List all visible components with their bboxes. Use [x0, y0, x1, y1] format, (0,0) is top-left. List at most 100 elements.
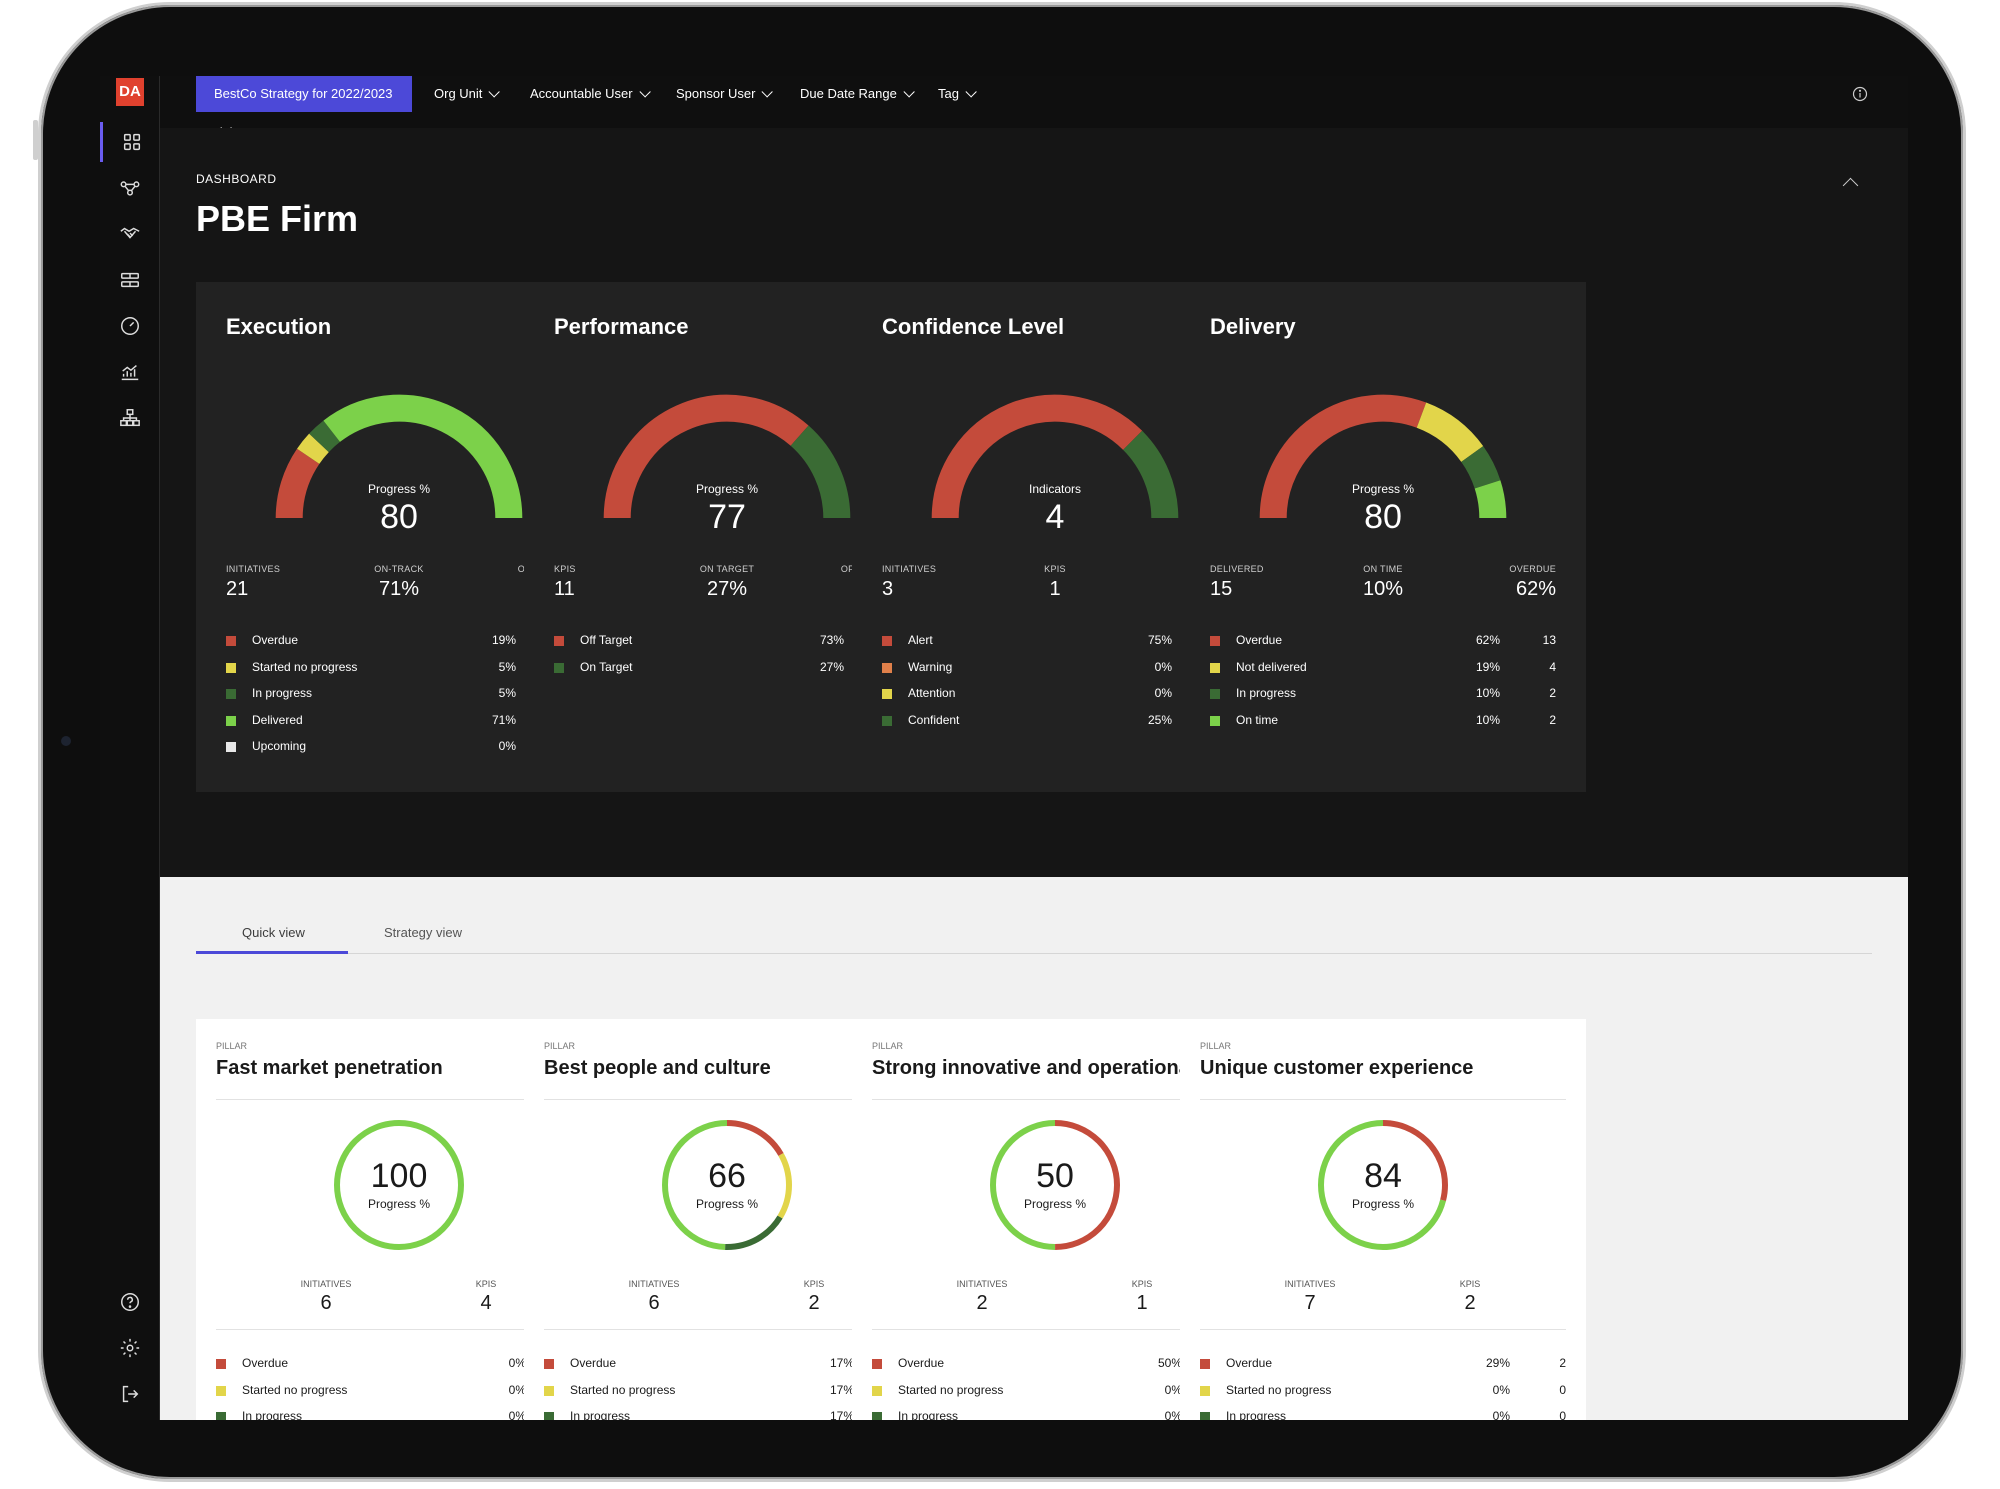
page-title: PBE Firm — [196, 198, 359, 239]
filter-sponsor-user[interactable]: Sponsor User — [676, 76, 774, 112]
legend-percent: 0% — [1154, 686, 1172, 700]
sidebar-item-org-chart[interactable] — [100, 398, 160, 438]
stat-value: 2 — [976, 1292, 988, 1314]
legend-percent: 75% — [1147, 633, 1172, 647]
app-logo[interactable]: DA — [116, 78, 144, 106]
donut-chart — [1318, 1120, 1448, 1250]
legend-row[interactable]: In progress 10% 2 — [1210, 685, 1556, 712]
info-icon[interactable] — [1852, 86, 1868, 102]
tablet-side-button — [33, 120, 38, 160]
legend-name: Off Target — [580, 633, 633, 647]
legend-swatch — [1210, 689, 1220, 699]
pillar-title: Fast market penetration — [216, 1057, 443, 1079]
sidebar-item-strategy-map[interactable] — [100, 168, 160, 208]
gauge-value: 80 — [1364, 498, 1402, 536]
tab-strategy-view[interactable]: Strategy view — [384, 925, 463, 940]
legend-row[interactable]: Started no progress 0% 0 — [1200, 1382, 1566, 1409]
sidebar-item-performance[interactable] — [100, 306, 160, 346]
kpi-legend: Alert75%3Warning0%0Attention0%0Confident… — [882, 632, 1228, 738]
filter-org-unit[interactable]: Org Unit — [434, 76, 501, 112]
gauge-chart — [1259, 394, 1507, 519]
sidebar-item-partnerships[interactable] — [100, 214, 160, 254]
legend-name: Overdue — [242, 1356, 289, 1370]
legend-name: Overdue — [1226, 1356, 1273, 1370]
sidebar-item-logout[interactable] — [100, 1374, 160, 1414]
app-screen: DA BestCo Stra — [100, 76, 1908, 1420]
kpi-stat: ON TARGET 27% — [524, 564, 930, 601]
legend-percent: 73% — [819, 633, 844, 647]
legend-row[interactable]: In progress 0% 0 — [1200, 1408, 1566, 1420]
stat-label: KPIS — [1131, 1279, 1153, 1289]
donut-segment — [990, 1120, 1120, 1250]
legend-percent: 10% — [1475, 686, 1500, 700]
tablet-camera — [61, 736, 71, 746]
pillar-stat: INITIATIVES 2 — [942, 1279, 1022, 1315]
legend-name: In progress — [242, 1409, 303, 1420]
gauge-label: Progress % — [695, 482, 759, 496]
gauge-segment — [1259, 394, 1427, 519]
sidebar-item-help[interactable] — [100, 1282, 160, 1322]
gauge-value: 80 — [380, 498, 418, 536]
stat-label: ON-TRACK — [374, 564, 424, 574]
pillar-tag: PILLAR — [872, 1041, 904, 1051]
filter-accountable-user[interactable]: Accountable User — [530, 76, 651, 112]
stat-label: KPIS — [475, 1279, 497, 1289]
pillar-stat: INITIATIVES 6 — [286, 1279, 366, 1315]
sidebar-item-settings[interactable] — [100, 1328, 160, 1368]
legend-percent: 29% — [1485, 1356, 1510, 1370]
filter-tag[interactable]: Tag — [938, 76, 977, 112]
legend-percent: 25% — [1147, 712, 1172, 727]
legend-row[interactable]: Not delivered 19% 4 — [1210, 659, 1556, 686]
pillar-legend: Overdue 29% 2 Started no progress 0% 0 In prog… — [1200, 1355, 1566, 1420]
legend-swatch — [544, 1412, 554, 1420]
legend-row[interactable]: On time 10% 2 — [1210, 712, 1556, 739]
legend-swatch — [226, 715, 236, 726]
donut-segment — [662, 1120, 792, 1250]
legend-swatch — [554, 636, 564, 646]
sidebar-item-tables[interactable] — [100, 260, 160, 300]
legend-row[interactable]: Overdue 29% 2 — [1200, 1355, 1566, 1382]
gauge-segment — [603, 394, 809, 519]
stat-value: 71% — [378, 578, 420, 600]
legend-swatch — [1200, 1359, 1210, 1369]
filter-due-date-range[interactable]: Due Date Range — [800, 76, 915, 112]
tab-quick-view[interactable]: Quick view — [242, 925, 305, 940]
pillar-card[interactable]: PILLAR Unique customer experience 84 Progre… — [1180, 1019, 1586, 1420]
gauge-value: 4 — [1045, 498, 1065, 536]
legend-swatch — [544, 1385, 554, 1396]
stat-value: 2 — [808, 1292, 820, 1314]
legend-swatch — [882, 662, 892, 673]
strategy-selector[interactable]: BestCo Strategy for 2022/2023 — [196, 76, 412, 134]
kpi-card-delivery[interactable]: Delivery Progress % 80 DELIVERED 15 ON TIME 10… — [1180, 282, 1586, 792]
sidebar-item-analytics[interactable] — [100, 352, 160, 392]
hierarchy-icon — [120, 409, 140, 427]
donut-value: 66 — [708, 1157, 746, 1195]
legend-name: Upcoming — [252, 739, 307, 753]
stat-value: 6 — [320, 1292, 332, 1314]
legend-row[interactable]: Overdue 62% 13 — [1210, 632, 1556, 659]
legend-percent: 19% — [1475, 659, 1500, 674]
legend-name: Confident — [908, 712, 960, 727]
sidebar-item-dashboard[interactable] — [100, 122, 160, 162]
legend-count: 0 — [1559, 1409, 1566, 1420]
donut-chart — [662, 1120, 792, 1250]
divider — [216, 1099, 582, 1100]
collapse-chevron-up-icon[interactable] — [1842, 177, 1859, 194]
legend-name: Overdue — [898, 1356, 945, 1370]
gauge-segment — [931, 394, 1143, 519]
chevron-down-icon — [965, 86, 977, 98]
